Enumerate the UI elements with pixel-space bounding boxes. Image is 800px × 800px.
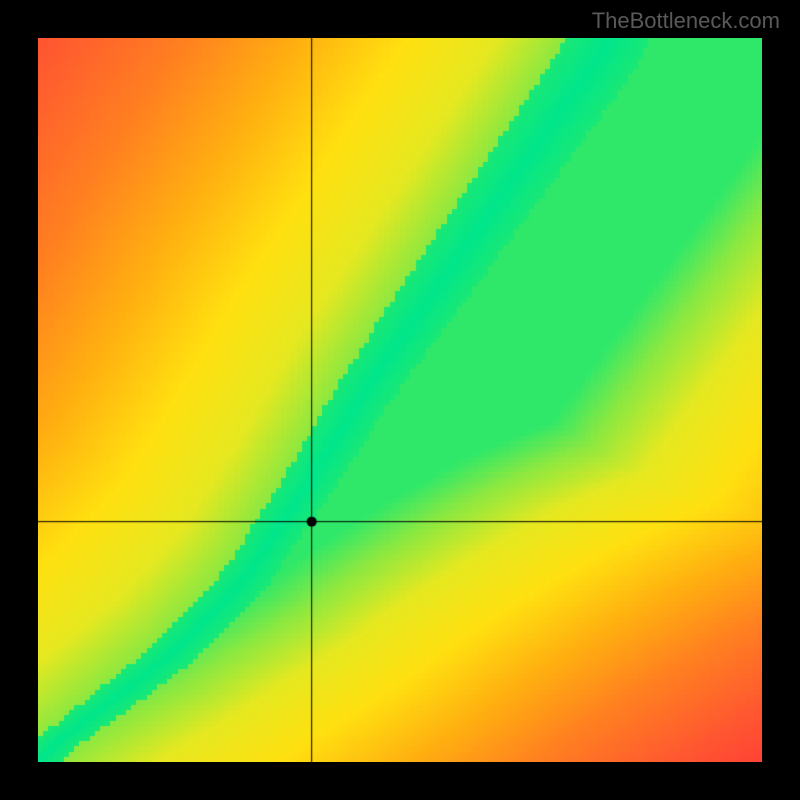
watermark-text: TheBottleneck.com (592, 8, 780, 34)
heatmap-canvas (38, 38, 762, 762)
heatmap-plot (38, 38, 762, 762)
